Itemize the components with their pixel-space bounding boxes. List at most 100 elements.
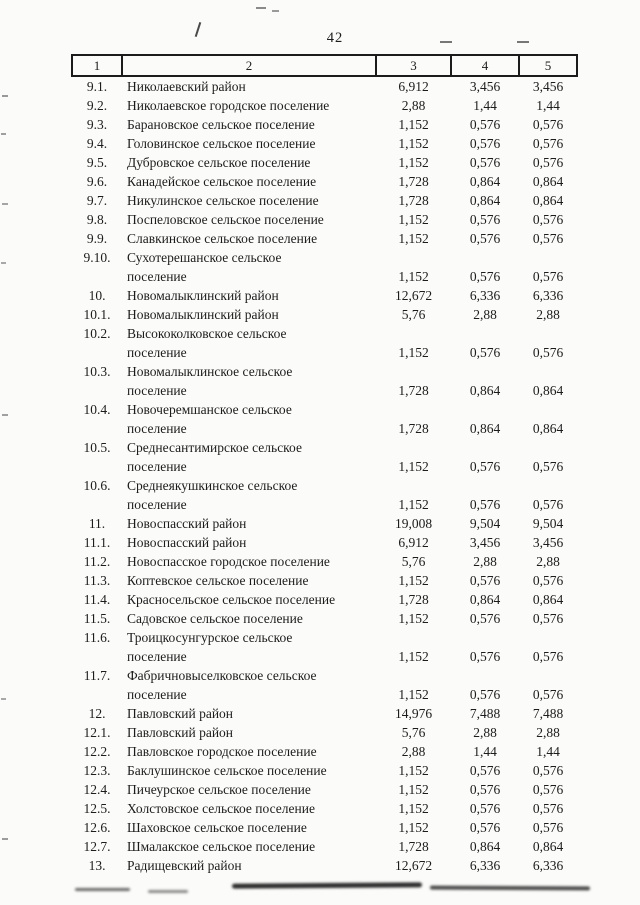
scan-artifact (2, 414, 8, 416)
row-value-4: 3,456 (469, 79, 501, 94)
row-name: Среднеякушкинское сельское поселение (127, 478, 298, 512)
row-number: 11.2. (83, 554, 111, 569)
scan-artifact (272, 10, 279, 12)
row-number: 9.3. (86, 117, 108, 132)
row-value-4: 0,576 (469, 497, 501, 512)
row-number: 10.5. (83, 440, 111, 455)
row-value-5: 0,864 (532, 174, 564, 189)
table-row: 13. Радищевский район 12,672 6,336 6,336 (72, 856, 577, 875)
row-name: Холстовское сельское поселение (127, 801, 315, 816)
row-value-3: 1,152 (398, 136, 429, 151)
row-name: Красносельское сельское поселение (127, 592, 336, 607)
scan-artifact (231, 882, 423, 889)
row-name: Пичеурское сельское поселение (127, 782, 311, 797)
row-name: Садовское сельское поселение (127, 611, 303, 626)
table-row: 10.1. Новомалыклинский район 5,76 2,88 2,88 (72, 305, 577, 324)
row-value-3: 1,728 (398, 383, 429, 398)
row-value-5: 0,576 (532, 497, 564, 512)
row-value-4: 0,864 (469, 839, 501, 854)
row-value-5: 0,576 (532, 345, 564, 360)
row-number: 10.1. (83, 307, 111, 322)
row-value-4: 0,576 (469, 345, 501, 360)
row-value-5: 0,576 (532, 782, 564, 797)
row-value-3: 2,88 (401, 744, 426, 759)
scan-artifact (148, 890, 188, 893)
table-row: 10.3. Новомалыклинское сельское поселение… (72, 362, 577, 400)
row-number: 11.5. (83, 611, 111, 626)
row-value-5: 0,576 (532, 155, 564, 170)
row-name: Коптевское сельское поселение (127, 573, 309, 588)
table-row: 11.3. Коптевское сельское поселение 1,152 0… (72, 571, 577, 590)
row-name: Шаховское сельское поселение (127, 820, 307, 835)
row-value-4: 0,864 (469, 383, 501, 398)
row-value-4: 0,576 (469, 782, 501, 797)
row-value-5: 2,88 (536, 725, 560, 740)
row-number: 11.4. (83, 592, 111, 607)
row-number: 10.4. (83, 402, 111, 417)
row-value-4: 0,576 (469, 212, 501, 227)
row-name: Новоспасский район (127, 516, 247, 531)
row-value-3: 1,152 (398, 212, 429, 227)
row-number: 12.2. (83, 744, 111, 759)
row-value-5: 1,44 (536, 98, 560, 113)
row-value-5: 0,576 (532, 231, 564, 246)
row-value-4: 9,504 (469, 516, 501, 531)
row-value-5: 3,456 (532, 79, 564, 94)
row-value-4: 0,576 (469, 269, 501, 284)
row-number: 9.1. (86, 79, 108, 94)
row-value-5: 0,576 (532, 611, 564, 626)
row-value-4: 0,576 (469, 155, 501, 170)
row-value-5: 6,336 (532, 858, 564, 873)
table-row: 9.3. Барановское сельское поселение 1,152 0… (72, 115, 577, 134)
table-row: 9.4. Головинское сельское поселение 1,152 0… (72, 134, 577, 153)
row-value-4: 0,864 (469, 421, 501, 436)
row-value-5: 0,576 (532, 573, 564, 588)
table-row: 9.8. Поспеловское сельское поселение 1,152… (72, 210, 577, 229)
row-value-4: 6,336 (469, 288, 501, 303)
row-value-5: 0,576 (532, 269, 564, 284)
row-value-3: 1,152 (398, 649, 429, 664)
scan-artifact (1, 698, 6, 700)
row-name: Николаевский район (127, 79, 246, 94)
row-value-3: 1,728 (398, 421, 429, 436)
row-value-3: 1,152 (398, 155, 429, 170)
row-value-3: 6,912 (398, 79, 429, 94)
row-name: Павловский район (127, 725, 234, 740)
row-number: 9.8. (86, 212, 108, 227)
row-name: Новоспасское городское поселение (127, 554, 330, 569)
table-header-row: 1 2 3 4 5 (71, 54, 578, 77)
table-row: 9.2. Николаевское городское поселение 2,88… (72, 96, 577, 115)
row-value-3: 1,152 (398, 269, 429, 284)
table-row: 12.5. Холстовское сельское поселение 1,152… (72, 799, 577, 818)
row-value-5: 3,456 (532, 535, 564, 550)
row-number: 9.9. (86, 231, 108, 246)
row-name: Фабричновыселковское сельское поселение (127, 668, 317, 702)
row-name: Поспеловское сельское поселение (127, 212, 324, 227)
row-value-5: 0,576 (532, 820, 564, 835)
row-value-3: 1,152 (398, 801, 429, 816)
row-name: Славкинское сельское поселение (127, 231, 318, 246)
row-value-3: 1,152 (398, 459, 429, 474)
table-row: 10.6. Среднеякушкинское сельское поселени… (72, 476, 577, 514)
row-value-4: 0,576 (469, 687, 501, 702)
row-value-3: 1,152 (398, 573, 429, 588)
row-value-3: 1,152 (398, 231, 429, 246)
row-value-5: 0,864 (532, 592, 564, 607)
row-value-4: 0,864 (469, 592, 501, 607)
table-body: 9.1. Николаевский район 6,912 3,456 3,456 9.2… (72, 76, 577, 875)
row-value-5: 0,576 (532, 687, 564, 702)
row-value-3: 12,672 (394, 288, 433, 303)
row-value-5: 2,88 (536, 554, 560, 569)
row-value-5: 0,576 (532, 649, 564, 664)
header-col-2: 2 (121, 54, 377, 77)
row-number: 10.2. (83, 326, 111, 341)
row-value-4: 0,576 (469, 117, 501, 132)
row-name: Павловский район (127, 706, 234, 721)
row-value-3: 1,152 (398, 820, 429, 835)
row-number: 12.6. (83, 820, 111, 835)
row-number: 11.3. (83, 573, 111, 588)
row-value-3: 14,976 (394, 706, 433, 721)
row-number: 9.7. (86, 193, 108, 208)
scan-artifact (256, 7, 266, 9)
